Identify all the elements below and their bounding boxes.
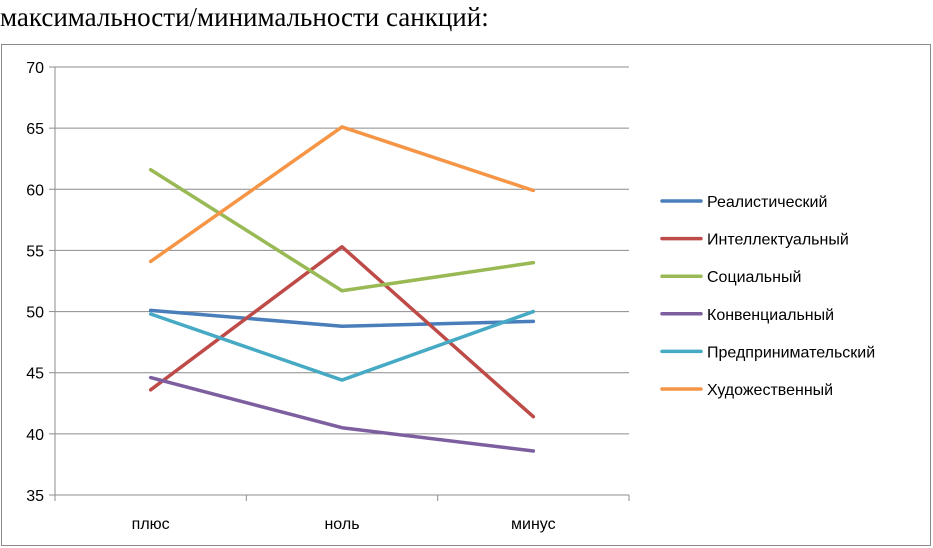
heading-text: максимальности/минимальности санкций: (0, 2, 489, 32)
series-line (148, 125, 536, 264)
legend-label: Предпринимательский (707, 344, 875, 361)
y-tick-label: 35 (26, 488, 44, 505)
x-axis: плюс ноль минус (54, 495, 630, 533)
legend-label: Интеллектуальный (707, 232, 849, 249)
y-tick-label: 70 (26, 60, 44, 77)
series-line (148, 308, 536, 328)
x-tick-label: ноль (324, 516, 359, 533)
legend: Реалистический Интеллектуальный Социальный… (660, 194, 875, 399)
y-tick-label: 40 (26, 427, 44, 444)
x-tick-label: минус (511, 516, 556, 533)
y-axis: 35 40 45 50 55 60 65 70 (26, 60, 56, 505)
y-tick-label: 45 (26, 366, 44, 383)
legend-label: Социальный (707, 269, 801, 286)
series-line (148, 375, 536, 453)
y-tick-label: 55 (26, 243, 44, 260)
y-tick-label: 65 (26, 121, 44, 138)
y-tick-label: 60 (26, 182, 44, 199)
series-line (148, 309, 536, 382)
x-tick-label: плюс (132, 516, 170, 533)
series-line (148, 245, 536, 419)
legend-label: Реалистический (707, 194, 827, 211)
legend-label: Художественный (707, 382, 833, 399)
legend-label: Конвенциальный (707, 307, 834, 324)
gridlines (55, 66, 629, 496)
y-tick-label: 50 (26, 305, 44, 322)
series-line (148, 167, 536, 293)
series-lines (148, 125, 536, 453)
